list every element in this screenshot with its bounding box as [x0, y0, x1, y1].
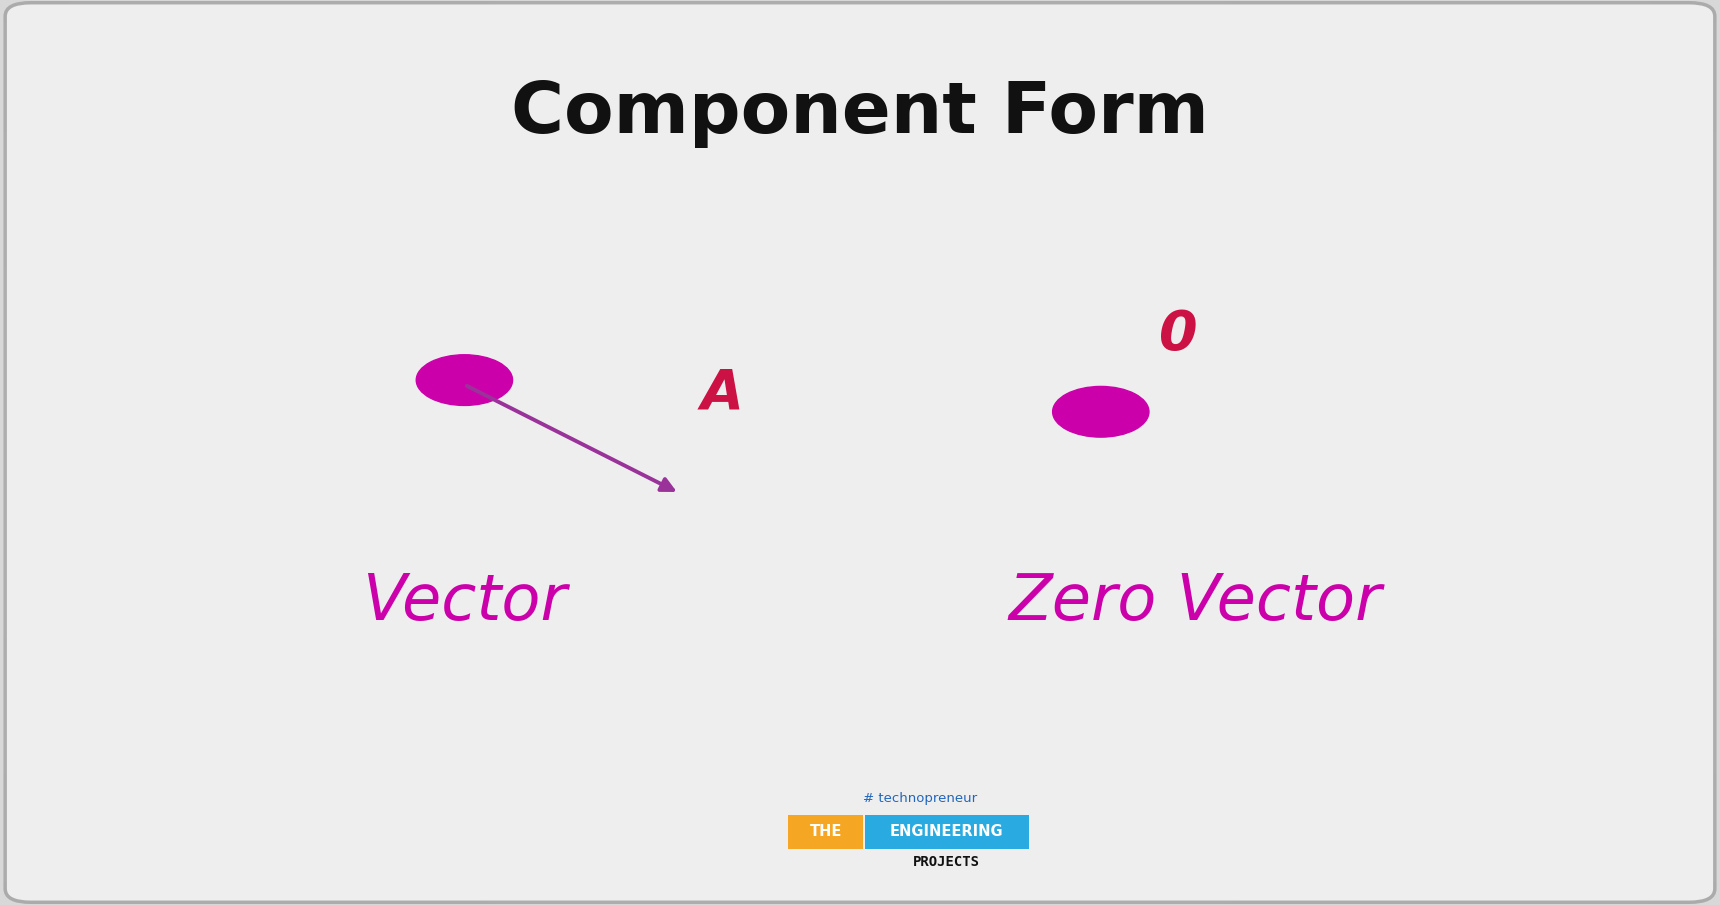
Text: PROJECTS: PROJECTS: [913, 854, 979, 869]
FancyBboxPatch shape: [865, 814, 1029, 849]
Text: A: A: [702, 367, 743, 421]
Text: THE: THE: [810, 824, 841, 839]
Text: # technopreneur: # technopreneur: [863, 792, 977, 805]
FancyBboxPatch shape: [5, 3, 1715, 902]
Text: ENGINEERING: ENGINEERING: [889, 824, 1003, 839]
Circle shape: [416, 355, 513, 405]
Text: Vector: Vector: [361, 571, 568, 633]
Circle shape: [1053, 386, 1149, 437]
Text: 0: 0: [1159, 308, 1197, 362]
FancyBboxPatch shape: [788, 814, 863, 849]
Text: Component Form: Component Form: [511, 79, 1209, 148]
Text: Zero Vector: Zero Vector: [1008, 571, 1383, 633]
